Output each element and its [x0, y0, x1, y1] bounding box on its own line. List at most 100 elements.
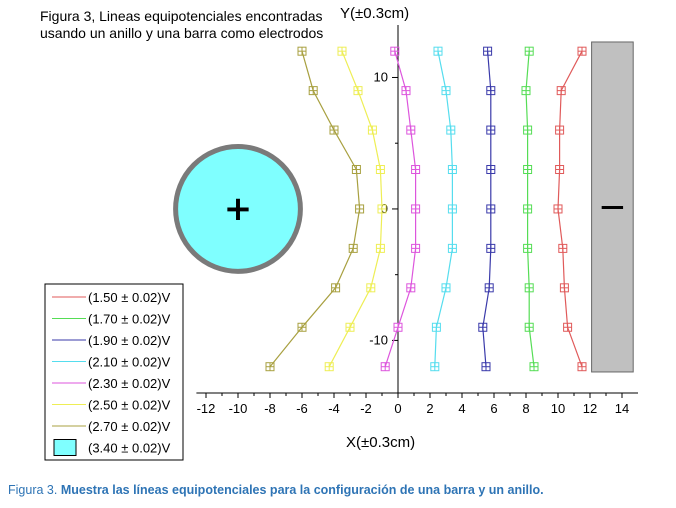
data-point — [486, 165, 496, 175]
data-point — [529, 362, 539, 372]
data-point — [524, 322, 534, 332]
data-point — [577, 46, 587, 56]
data-point — [523, 243, 533, 253]
data-point — [524, 283, 534, 293]
legend: (1.50 ± 0.02)V (1.70 ± 0.02)V (1.90 ± 0.02… — [44, 283, 184, 461]
data-point — [366, 283, 376, 293]
data-point — [523, 165, 533, 175]
caption-prefix: Figura 3. — [8, 483, 58, 497]
data-point — [559, 283, 569, 293]
data-point — [486, 243, 496, 253]
data-point — [367, 125, 377, 135]
data-point — [563, 322, 573, 332]
figure-caption: Figura 3. Muestra las líneas equipotenci… — [8, 483, 544, 497]
data-point — [483, 46, 493, 56]
x-tick-label: -12 — [197, 401, 216, 416]
x-tick-label: -2 — [360, 401, 372, 416]
y-tick-label: 10 — [374, 69, 388, 84]
x-tick-label: 10 — [551, 401, 565, 416]
data-point — [337, 46, 347, 56]
data-point — [411, 243, 421, 253]
data-point — [478, 322, 488, 332]
data-point — [555, 165, 565, 175]
data-point — [406, 125, 416, 135]
data-point — [348, 243, 358, 253]
series-line — [384, 51, 417, 367]
legend-entry-label: (2.10 ± 0.02)V — [88, 355, 171, 370]
data-point — [523, 204, 533, 214]
x-tick-label: -4 — [328, 401, 340, 416]
data-point — [431, 322, 441, 332]
data-point — [297, 322, 307, 332]
x-tick-label: -8 — [264, 401, 276, 416]
x-tick-label: 2 — [426, 401, 433, 416]
data-point — [441, 86, 451, 96]
data-point — [486, 125, 496, 135]
data-point — [406, 283, 416, 293]
data-point — [484, 283, 494, 293]
data-point — [297, 46, 307, 56]
legend-entry-label: (3.40 ± 0.02)V — [88, 441, 171, 456]
data-point — [558, 243, 568, 253]
legend-entry-label: (2.30 ± 0.02)V — [88, 376, 171, 391]
bar-electrode — [591, 41, 634, 373]
data-point — [380, 362, 390, 372]
data-point — [355, 204, 365, 214]
data-point — [555, 125, 565, 135]
ring-electrode — [173, 144, 303, 274]
data-point — [345, 322, 355, 332]
data-point — [308, 86, 318, 96]
data-point — [441, 283, 451, 293]
series-5 — [380, 46, 421, 372]
series-4 — [430, 46, 457, 372]
x-tick-label: 0 — [394, 401, 401, 416]
data-point — [390, 46, 400, 56]
x-tick-label: 14 — [615, 401, 629, 416]
data-point — [481, 362, 491, 372]
data-point — [446, 125, 456, 135]
data-point — [401, 86, 411, 96]
legend-entry-label: (1.70 ± 0.02)V — [88, 312, 171, 327]
bar-electrode-label: — — [600, 192, 624, 220]
data-point — [375, 165, 385, 175]
electrodes-layer: + — — [173, 41, 634, 373]
equipotential-chart: Figura 3, Lineas equipotenciales encontr… — [40, 5, 638, 461]
y-tick-label: -10 — [369, 332, 388, 347]
data-point — [556, 86, 566, 96]
x-tick-label: 4 — [458, 401, 465, 416]
chart-title-line-2: usando un anillo y una barra como electr… — [40, 25, 323, 41]
data-point — [430, 362, 440, 372]
data-point — [447, 243, 457, 253]
data-point — [324, 362, 334, 372]
legend-swatch — [53, 439, 77, 456]
series-3 — [478, 46, 496, 372]
data-point — [486, 86, 496, 96]
data-point — [411, 165, 421, 175]
series-layer — [265, 46, 587, 372]
data-point — [447, 165, 457, 175]
x-tick-label: 6 — [490, 401, 497, 416]
legend-entry-label: (2.50 ± 0.02)V — [88, 398, 171, 413]
legend-entry-label: (2.70 ± 0.02)V — [88, 419, 171, 434]
series-2 — [521, 46, 539, 372]
data-point — [393, 322, 403, 332]
series-6 — [324, 46, 387, 372]
legend-entry-label: (1.90 ± 0.02)V — [88, 333, 171, 348]
legend-box — [44, 283, 184, 461]
data-point — [433, 46, 443, 56]
data-point — [377, 204, 387, 214]
data-point — [524, 46, 534, 56]
data-point — [265, 362, 275, 372]
data-point — [331, 283, 341, 293]
x-tick-label: 12 — [583, 401, 597, 416]
data-point — [486, 204, 496, 214]
data-point — [523, 125, 533, 135]
series-7 — [265, 46, 365, 372]
x-tick-label: -6 — [296, 401, 308, 416]
legend-entry-label: (1.50 ± 0.02)V — [88, 290, 171, 305]
x-tick-label: 8 — [522, 401, 529, 416]
ring-electrode-label: + — [224, 189, 253, 229]
data-point — [553, 204, 563, 214]
data-point — [353, 86, 363, 96]
data-point — [411, 204, 421, 214]
